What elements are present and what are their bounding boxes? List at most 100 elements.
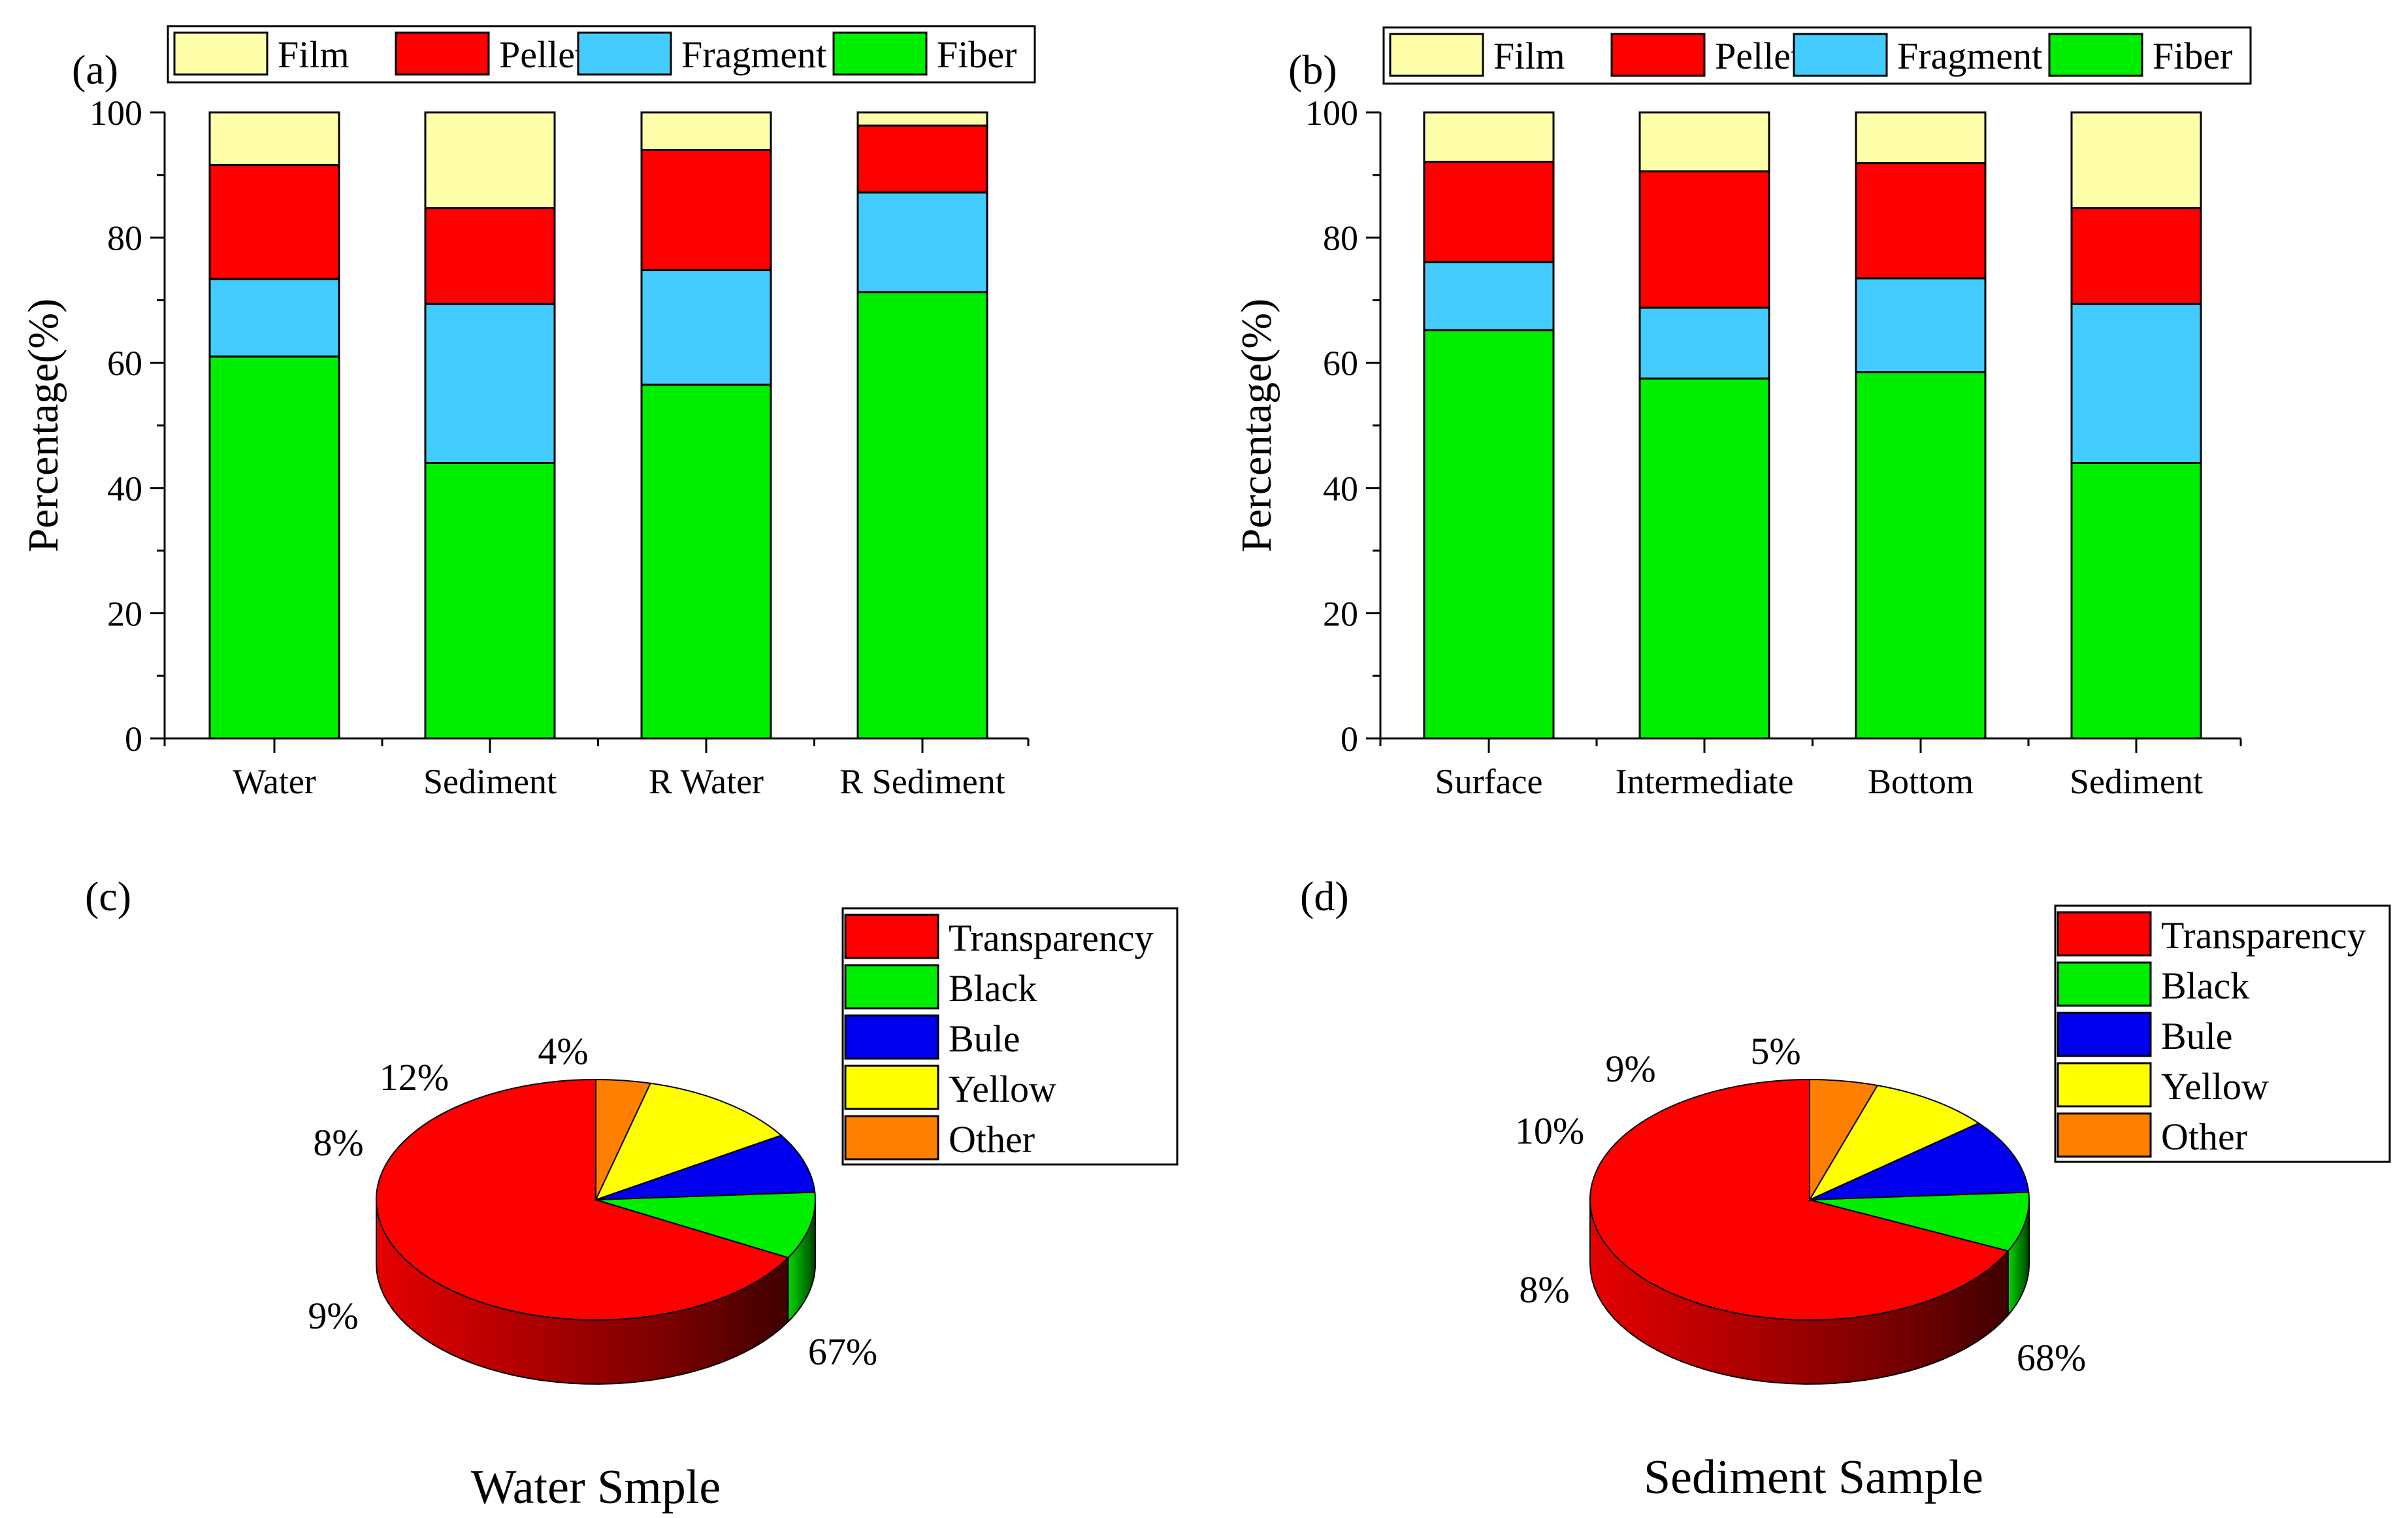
legend-label-bule: Bule xyxy=(949,1017,1020,1060)
legend: Film Pellet Fragment Fiber xyxy=(1382,26,2252,85)
y-tick-label-60: 60 xyxy=(1323,344,1358,383)
pie-slice-bule xyxy=(1809,1122,2030,1200)
y-tick-label-40: 40 xyxy=(1323,469,1358,508)
legend-swatch-bule xyxy=(844,1014,939,1060)
y-tick-label-80: 80 xyxy=(107,219,142,258)
bar-intermediate-film xyxy=(1638,111,1770,173)
legend-label-fiber: Fiber xyxy=(2153,35,2232,77)
legend-label-black: Black xyxy=(949,967,1037,1010)
bar-bottom-pellet xyxy=(1855,162,1987,280)
panel-label: (b) xyxy=(1288,46,1337,93)
bar-surface-fiber xyxy=(1423,329,1555,740)
legend-label-other: Other xyxy=(949,1118,1035,1161)
bar-sediment-pellet xyxy=(424,207,556,305)
legend-swatch-yellow xyxy=(2057,1062,2152,1108)
bar-sediment-film xyxy=(424,111,556,210)
y-tick-label-60: 60 xyxy=(107,344,142,383)
y-axis-title: Percentage(%) xyxy=(1233,299,1280,552)
bar-r-water-film xyxy=(640,111,772,151)
pie-slice-other xyxy=(595,1078,652,1200)
y-tick-label-40: 40 xyxy=(107,469,142,508)
pie-slice-transparency xyxy=(375,1078,790,1321)
panel-b-bar-chart: 0 20 40 60 80 100 Surface Intermediate Bottom Sed… xyxy=(1233,26,2252,801)
pie-value-label-transparency: 68% xyxy=(2017,1336,2086,1379)
legend-swatch-fiber xyxy=(832,31,928,76)
panel-a-bar-chart: 0 20 40 60 80 100 Water Sediment R Water R Sedime… xyxy=(20,25,1036,801)
x-tick-label-water: Water xyxy=(233,762,316,801)
legend-label-transparency: Transparency xyxy=(2161,914,2366,957)
legend-label-film: Film xyxy=(1493,35,1565,77)
pie-value-label-bule: 8% xyxy=(313,1121,363,1164)
legend-label-bule: Bule xyxy=(2161,1015,2233,1057)
bar-sediment-film xyxy=(2070,111,2202,210)
legend-label-fragment: Fragment xyxy=(1897,35,2042,77)
bar-surface-pellet xyxy=(1423,161,1555,263)
pie-slice-transparency xyxy=(1589,1078,2009,1321)
x-tick-label-bottom: Bottom xyxy=(1868,762,1974,801)
bar-intermediate-fiber xyxy=(1638,377,1770,740)
legend-swatch-fiber xyxy=(2048,33,2143,77)
pie-title: Water Smple xyxy=(471,1460,721,1514)
legend-swatch-other xyxy=(844,1115,939,1161)
legend-swatch-transparency xyxy=(844,914,939,959)
x-tick-label-intermediate: Intermediate xyxy=(1616,762,1794,801)
panel-label: (d) xyxy=(1300,873,1349,919)
pie-value-label-yellow: 9% xyxy=(1605,1048,1655,1090)
y-tick-label-100: 100 xyxy=(1305,93,1358,133)
legend-swatch-transparency xyxy=(2057,911,2152,957)
legend-swatch-fragment xyxy=(577,31,672,76)
legend-label-yellow: Yellow xyxy=(2161,1065,2269,1108)
y-tick-label-100: 100 xyxy=(89,93,142,133)
legend-label-pellet: Pellet xyxy=(499,33,585,76)
legend-swatch-fragment xyxy=(1793,33,1888,77)
bar-water-film xyxy=(208,111,340,166)
legend-swatch-black xyxy=(844,964,939,1010)
x-tick-label-sediment: Sediment xyxy=(423,762,557,801)
legend-label-film: Film xyxy=(278,33,350,76)
panel-label: (c) xyxy=(85,873,131,919)
bar-intermediate-pellet xyxy=(1638,170,1770,309)
pie-value-label-yellow: 12% xyxy=(380,1056,449,1098)
pie-slice-black xyxy=(1809,1191,2030,1252)
pie-slice-yellow xyxy=(1808,1084,1980,1202)
pie-slice-bule xyxy=(595,1134,816,1200)
legend-swatch-yellow xyxy=(844,1064,939,1110)
panel-c-pie-chart: 67% 9% 8% 12% 4% (c) Water Smple Transparency Bl… xyxy=(85,873,1179,1514)
legend-label-other: Other xyxy=(2161,1115,2247,1158)
legend-label-black: Black xyxy=(2161,965,2249,1007)
y-tick-label-0: 0 xyxy=(125,719,142,759)
legend: Film Pellet Fragment Fiber xyxy=(167,25,1036,84)
bar-bottom-fragment xyxy=(1855,277,1987,374)
y-tick-label-0: 0 xyxy=(1341,719,1358,759)
legend-swatch-black xyxy=(2057,961,2152,1007)
bar-water-fiber xyxy=(208,355,340,740)
legend-swatch-pellet xyxy=(395,31,490,76)
panel-label: (a) xyxy=(72,46,118,93)
legend-label-yellow: Yellow xyxy=(949,1068,1056,1110)
bar-r-water-pellet xyxy=(640,148,772,271)
legend-label-transparency: Transparency xyxy=(949,917,1154,959)
bar-r-water-fragment xyxy=(640,269,772,386)
legend-label-pellet: Pellet xyxy=(1715,35,1801,77)
bar-r-sediment-fiber xyxy=(856,291,988,740)
legend: Transparency Black Bule Yellow Other xyxy=(2054,904,2391,1163)
bar-r-water-fiber xyxy=(640,384,772,740)
bar-water-fragment xyxy=(208,278,340,358)
x-tick-label-surface: Surface xyxy=(1435,762,1543,801)
pie-value-label-bule: 10% xyxy=(1515,1110,1584,1152)
bar-r-sediment-pellet xyxy=(856,124,988,194)
legend: Transparency Black Bule Yellow Other xyxy=(841,907,1179,1166)
bar-bottom-fiber xyxy=(1855,371,1987,740)
bar-surface-fragment xyxy=(1423,261,1555,331)
bar-surface-film xyxy=(1423,111,1555,163)
pie-value-label-black: 8% xyxy=(1519,1268,1569,1311)
legend-swatch-bule xyxy=(2057,1012,2152,1057)
legend-swatch-film xyxy=(173,31,268,76)
pie-slice-black xyxy=(595,1191,816,1259)
pie-value-label-black: 9% xyxy=(308,1295,358,1337)
bar-sediment-fiber xyxy=(424,461,556,740)
pie-slice-yellow xyxy=(594,1082,783,1201)
legend-label-fragment: Fragment xyxy=(681,33,826,76)
pie-value-label-transparency: 67% xyxy=(808,1330,877,1373)
